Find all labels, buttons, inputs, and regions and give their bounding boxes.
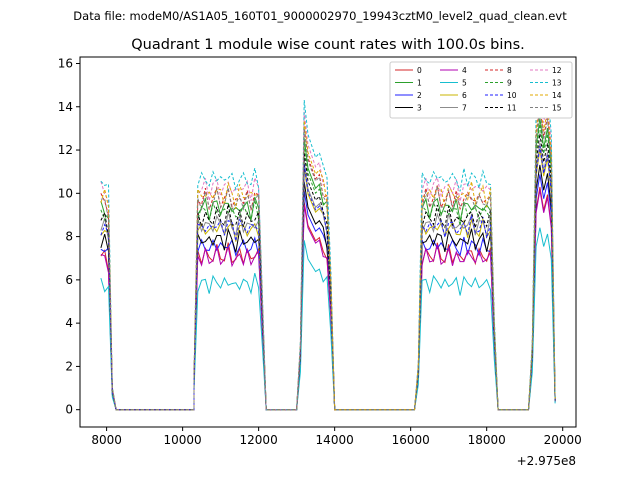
y-tick-label-8: 16 xyxy=(58,56,73,70)
legend-label-9: 9 xyxy=(507,79,512,88)
legend-label-4: 4 xyxy=(462,66,467,75)
y-tick-label-2: 4 xyxy=(65,316,73,330)
legend-label-3: 3 xyxy=(417,104,422,113)
legend-label-6: 6 xyxy=(462,91,467,100)
series-line-10 xyxy=(100,146,556,411)
series-line-3 xyxy=(100,164,556,411)
y-tick-label-4: 8 xyxy=(65,230,73,244)
legend-box xyxy=(389,61,573,119)
y-tick-label-5: 10 xyxy=(58,186,73,200)
legend-label-8: 8 xyxy=(507,66,512,75)
series-line-14 xyxy=(100,99,556,411)
legend-label-11: 11 xyxy=(507,104,517,113)
legend-label-7: 7 xyxy=(462,104,467,113)
x-tick-label-2: 12000 xyxy=(240,433,278,447)
legend-label-0: 0 xyxy=(417,66,422,75)
series-line-15 xyxy=(100,108,556,411)
legend-label-5: 5 xyxy=(462,79,467,88)
plot-lines xyxy=(100,77,556,411)
x-axis: 8000 10000 12000 14000 16000 18000 20000 xyxy=(91,427,582,447)
y-tick-label-0: 0 xyxy=(65,403,73,417)
x-offset-label: +2.975e8 xyxy=(517,454,576,468)
x-tick-label-0: 8000 xyxy=(91,433,122,447)
chart-title: Quadrant 1 module wise count rates with … xyxy=(131,37,525,53)
series-line-9 xyxy=(100,124,556,411)
y-tick-label-1: 2 xyxy=(65,359,73,373)
y-tick-label-3: 6 xyxy=(65,273,73,287)
legend-label-10: 10 xyxy=(507,91,517,100)
legend-label-14: 14 xyxy=(552,91,562,100)
series-line-11 xyxy=(100,133,556,411)
legend-label-13: 13 xyxy=(552,79,562,88)
legend-label-2: 2 xyxy=(417,91,422,100)
series-line-5 xyxy=(100,227,556,411)
y-axis: 0 2 4 6 8 10 12 14 16 xyxy=(58,56,80,417)
chart-suptitle: Data file: modeM0/AS1A05_160T01_90000029… xyxy=(73,9,567,23)
plot-frame xyxy=(79,56,577,428)
y-tick-label-7: 14 xyxy=(58,100,73,114)
legend-label-1: 1 xyxy=(417,79,422,88)
legend-label-15: 15 xyxy=(552,104,562,113)
x-tick-label-3: 14000 xyxy=(316,433,354,447)
y-tick-label-6: 12 xyxy=(58,143,73,157)
series-line-4 xyxy=(100,190,556,411)
legend-label-12: 12 xyxy=(552,66,562,75)
x-tick-label-5: 18000 xyxy=(468,433,506,447)
series-line-12 xyxy=(100,89,556,411)
series-line-13 xyxy=(100,77,556,411)
x-tick-label-6: 20000 xyxy=(544,433,582,447)
x-tick-label-4: 16000 xyxy=(392,433,430,447)
x-tick-label-1: 10000 xyxy=(164,433,202,447)
